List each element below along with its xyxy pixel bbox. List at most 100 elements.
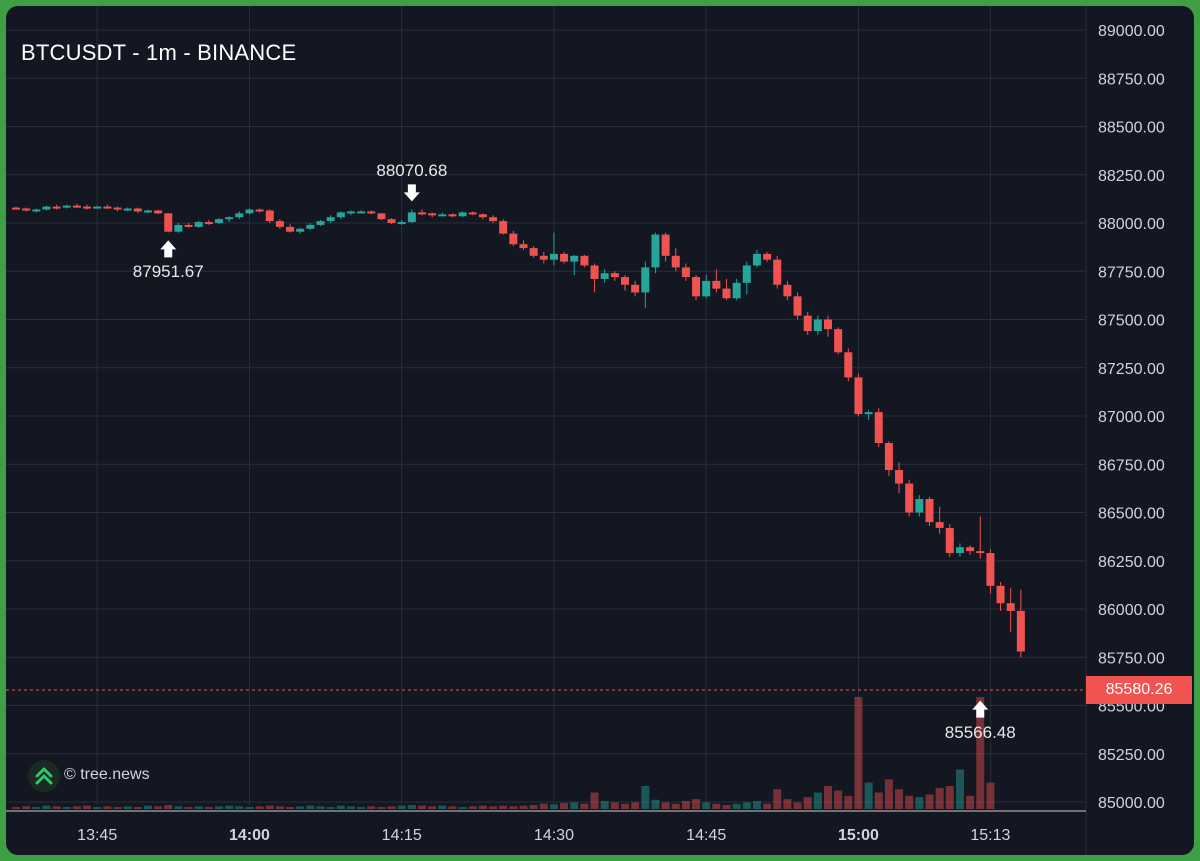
volume-bar [357, 807, 366, 809]
candle-body [245, 209, 254, 214]
volume-bar [286, 807, 295, 809]
volume-bar [468, 806, 477, 809]
candle-body [448, 214, 457, 217]
candle-body [438, 214, 447, 217]
candle-body [996, 585, 1005, 604]
volume-bar [143, 805, 152, 809]
volume-bar [935, 787, 944, 809]
candle-body [72, 205, 81, 208]
volume-bar [326, 807, 335, 809]
candle-body [692, 277, 701, 297]
candle-body [428, 213, 437, 216]
volume-bar [52, 806, 61, 809]
candle-body [955, 547, 964, 554]
volume-bar [803, 797, 812, 809]
candle-body [610, 273, 619, 278]
volume-bar [204, 807, 213, 809]
volume-bar [346, 806, 355, 809]
volume-bar [519, 805, 528, 809]
candle-body [600, 273, 609, 279]
volume-bar [407, 805, 416, 809]
candlestick-chart[interactable]: 89000.00 88750.00 88500.00 88250.00 88000.00… [6, 6, 1194, 855]
volume-bar [570, 802, 579, 809]
x-tick-label: 14:30 [534, 827, 574, 844]
volume-bar [783, 799, 792, 809]
candle-body [397, 222, 406, 225]
volume-bar [793, 802, 802, 809]
annotation-arrow-icon [160, 240, 177, 258]
candle-body [570, 255, 579, 262]
volume-bar [905, 795, 914, 809]
candle-body [824, 319, 832, 330]
chart-frame: 89000.00 88750.00 88500.00 88250.00 88000.00… [6, 6, 1194, 855]
candle-body [113, 207, 122, 210]
candle-body [641, 267, 650, 293]
candle-body [478, 214, 487, 218]
candle-body [316, 221, 325, 225]
volume-bar [296, 806, 305, 809]
candle-body [519, 244, 528, 249]
candle-body [793, 296, 802, 316]
volume-bar [438, 805, 447, 809]
candle-body [560, 253, 569, 262]
candle-body [651, 234, 660, 268]
volume-bar [763, 803, 772, 809]
y-tick-label: 86500.00 [1098, 506, 1165, 523]
candle-body [346, 211, 355, 214]
volume-bar [539, 803, 548, 809]
volume-bar [844, 795, 853, 809]
candle-body [915, 498, 924, 513]
candle-body [590, 265, 599, 279]
volume-bar [955, 769, 964, 809]
candle-body [945, 527, 954, 554]
volume-bar [509, 806, 518, 809]
volume-bar [976, 697, 985, 809]
chart-title: BTCUSDT - 1m - BINANCE [21, 40, 297, 65]
volume-bar [93, 807, 102, 809]
volume-bar [174, 806, 183, 809]
volume-bar [265, 805, 274, 809]
candle-body [621, 277, 629, 285]
candle-body [184, 224, 193, 227]
volume-bar [275, 806, 284, 809]
y-tick-label: 88000.00 [1098, 216, 1165, 233]
volume-bar [83, 805, 92, 809]
volume-bar [397, 805, 406, 809]
volume-bar [671, 803, 680, 809]
volume-bar [966, 795, 975, 809]
candle-body [194, 222, 203, 227]
candle-body [275, 221, 284, 227]
y-tick-label: 88250.00 [1098, 168, 1165, 185]
candle-body [12, 207, 20, 210]
candle-body [976, 551, 985, 554]
y-tick-label: 87250.00 [1098, 361, 1165, 378]
x-tick-label: 14:15 [382, 827, 422, 844]
volume-bar [489, 806, 498, 809]
y-tick-label: 86000.00 [1098, 602, 1165, 619]
volume-bar [103, 806, 112, 809]
candle-body [377, 213, 386, 220]
volume-bar [895, 789, 904, 809]
y-tick-label: 89000.00 [1098, 23, 1165, 40]
candle-body [549, 253, 558, 260]
volume-bar [915, 797, 924, 809]
annotation-label: 85566.48 [944, 722, 1016, 742]
volume-bar [306, 805, 315, 809]
candle-body [539, 255, 548, 260]
x-tick-label: 14:00 [229, 827, 270, 844]
volume-bar [32, 807, 41, 809]
volume-bar [428, 806, 437, 809]
annotation-arrow-icon [403, 184, 420, 202]
x-tick-label: 15:13 [970, 827, 1010, 844]
volume-bar [12, 807, 20, 809]
volume-bar [225, 805, 234, 809]
volume-bar [316, 806, 325, 809]
volume-bar [945, 785, 954, 809]
volume-bar [377, 807, 386, 809]
volume-bar [22, 806, 31, 809]
candle-body [722, 288, 731, 299]
candle-body [103, 206, 112, 209]
candle-body [803, 315, 812, 332]
volume-bar [529, 805, 538, 809]
volume-bar [184, 807, 193, 809]
